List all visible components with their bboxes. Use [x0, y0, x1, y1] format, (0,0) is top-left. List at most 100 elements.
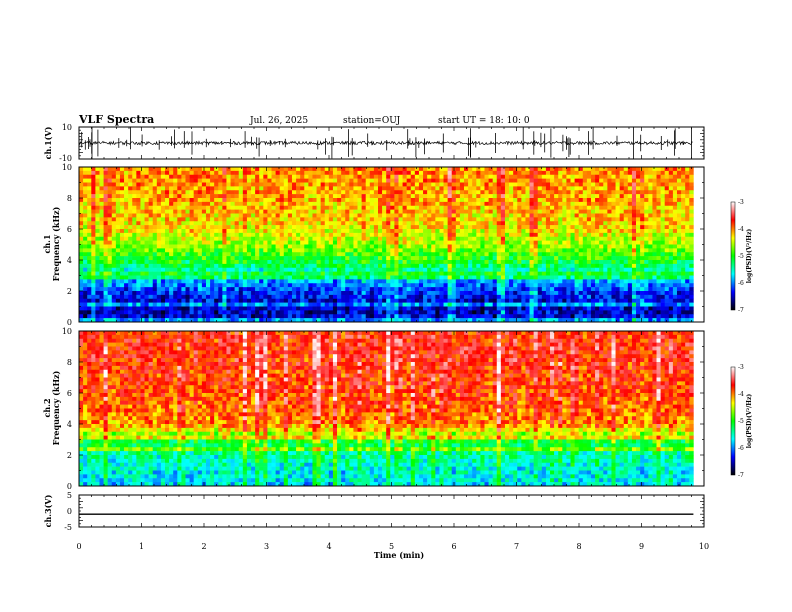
ch1-spectrogram-cell	[177, 190, 182, 195]
ch1-spectrogram-cell	[611, 178, 616, 183]
ch1-spectrogram-cell	[496, 186, 502, 191]
ch1-spectrogram-cell	[136, 205, 141, 210]
ch1-spectrogram-cell	[312, 271, 317, 276]
ch1-spectrogram-cell	[455, 283, 461, 288]
ch1-spectrogram-cell	[427, 174, 432, 179]
ch1-spectrogram-cell	[378, 182, 383, 187]
ch1-spectrogram-cell	[119, 279, 125, 284]
ch1-spectrogram-cell	[660, 167, 666, 172]
ch1-spectrogram-cell	[234, 291, 240, 296]
ch1-spectrogram-cell	[648, 217, 653, 222]
ch1-spectrogram-cell	[599, 267, 604, 272]
ch1-spectrogram-cell	[586, 248, 592, 253]
ch1-spectrogram-cell	[234, 267, 240, 272]
ch1-spectrogram-cell	[562, 194, 567, 199]
ch1-spectrogram-cell	[529, 287, 534, 292]
ch1-spectrogram-cell	[586, 232, 592, 238]
ch1-spectrogram-cell	[468, 205, 473, 210]
ch1-spectrogram-cell	[513, 194, 518, 199]
ch1-spectrogram-cell	[148, 252, 154, 257]
ch1-spectrogram-cell	[185, 229, 190, 234]
ch1-spectrogram-cell	[242, 240, 248, 245]
ch1-spectrogram-cell	[357, 209, 362, 214]
ch1-spectrogram-cell	[644, 283, 649, 288]
ch1-spectrogram-cell	[312, 225, 317, 230]
ch1-spectrogram-cell	[140, 275, 145, 280]
ch1-spectrogram-cell	[607, 252, 612, 257]
ch1-spectrogram-cell	[480, 209, 485, 214]
ch1-spectrogram-cell	[332, 229, 338, 234]
ch1-spectrogram-cell	[398, 291, 403, 296]
ch1-spectrogram-cell	[210, 190, 215, 195]
ch1-spectrogram-cell	[517, 170, 522, 176]
ch1-spectrogram-cell	[99, 225, 104, 230]
ch1-spectrogram-cell	[210, 213, 215, 218]
ch1-spectrogram-cell	[676, 279, 682, 284]
ch1-spectrogram-cell	[464, 283, 469, 288]
ch1-spectrogram-cell	[95, 174, 100, 179]
ch1-spectrogram-cell	[283, 291, 289, 296]
ch1-spectrogram-cell	[451, 186, 457, 191]
ch1-spectrogram-cell	[373, 178, 379, 183]
ch1-spectrogram-cell	[427, 240, 432, 245]
ch1-spectrogram-cell	[398, 194, 403, 199]
ch1-spectrogram-cell	[595, 201, 600, 207]
ch1-spectrogram-cell	[431, 240, 436, 245]
ch1-spectrogram-cell	[529, 229, 534, 234]
ch1-spectrogram-cell	[99, 209, 104, 214]
ch1-spectrogram-cell	[599, 174, 604, 179]
ch1-spectrogram-cell	[287, 221, 293, 226]
ch1-spectrogram-cell	[566, 201, 571, 207]
ch1-spectrogram-cell	[468, 194, 473, 199]
ch1-spectrogram-cell	[615, 244, 620, 249]
ch1-spectrogram-cell	[603, 252, 608, 257]
ch1-spectrogram-cell	[263, 229, 268, 234]
ch1-spectrogram-cell	[488, 267, 493, 272]
ch1-spectrogram-cell	[676, 182, 682, 187]
ch1-spectrogram-cell	[541, 194, 547, 199]
ch1-spectrogram-cell	[394, 229, 399, 234]
ch1-spectrogram-cell	[689, 221, 694, 226]
ch1-spectrogram-cell	[509, 291, 514, 296]
ch1-spectrogram-cell	[242, 248, 248, 253]
ch1-spectrogram-cell	[332, 271, 338, 276]
ch1-spectrogram-cell	[255, 236, 260, 241]
ch1-spectrogram-cell	[488, 256, 493, 261]
ch1-spectrogram-cell	[304, 205, 309, 210]
ch1-spectrogram-cell	[144, 225, 149, 230]
ch1-spectrogram-cell	[238, 201, 244, 207]
ch1-spectrogram-cell	[226, 256, 231, 261]
ch1-spectrogram-cell	[193, 236, 199, 241]
ch1-spectrogram-cell	[83, 174, 88, 179]
ch1-spectrogram-cell	[373, 170, 379, 176]
ch1-spectrogram-cell	[394, 263, 399, 269]
ch1-spectrogram-cell	[132, 178, 137, 183]
ch1-spectrogram-cell	[681, 205, 686, 210]
ch1-spectrogram-cell	[636, 217, 641, 222]
ch1-spectrogram-cell	[517, 275, 522, 280]
ch1-spectrogram-cell	[115, 248, 121, 253]
ch1-spectrogram-cell	[152, 271, 158, 276]
ch1-spectrogram-cell	[656, 194, 661, 199]
ch1-spectrogram-cell	[656, 201, 661, 207]
ch1-spectrogram-cell	[468, 229, 473, 234]
ch1-spectrogram-cell	[619, 217, 625, 222]
ch1-spectrogram-cell	[378, 283, 383, 288]
ch1-spectrogram-cell	[423, 291, 428, 296]
ch1-spectrogram-cell	[312, 267, 317, 272]
ch1-spectrogram-cell	[418, 252, 424, 257]
ch1-spectrogram-cell	[267, 205, 272, 210]
ch1-spectrogram-cell	[349, 209, 354, 214]
ch1-spectrogram-cell	[193, 229, 199, 234]
ch1-spectrogram-cell	[324, 260, 330, 265]
ch1-spectrogram-cell	[201, 174, 207, 179]
ch1-spectrogram-cell	[345, 244, 350, 249]
ch1-spectrogram-cell	[361, 182, 367, 187]
ch1-spectrogram-cell	[648, 232, 653, 238]
ch1-spectrogram-cell	[578, 283, 584, 288]
ch1-spectrogram-cell	[320, 217, 326, 222]
ch1-spectrogram-cell	[607, 267, 612, 272]
ch1-spectrogram-cell	[468, 240, 473, 245]
ch1-spectrogram-cell	[357, 186, 362, 191]
ch1-spectrogram-cell	[271, 252, 276, 257]
